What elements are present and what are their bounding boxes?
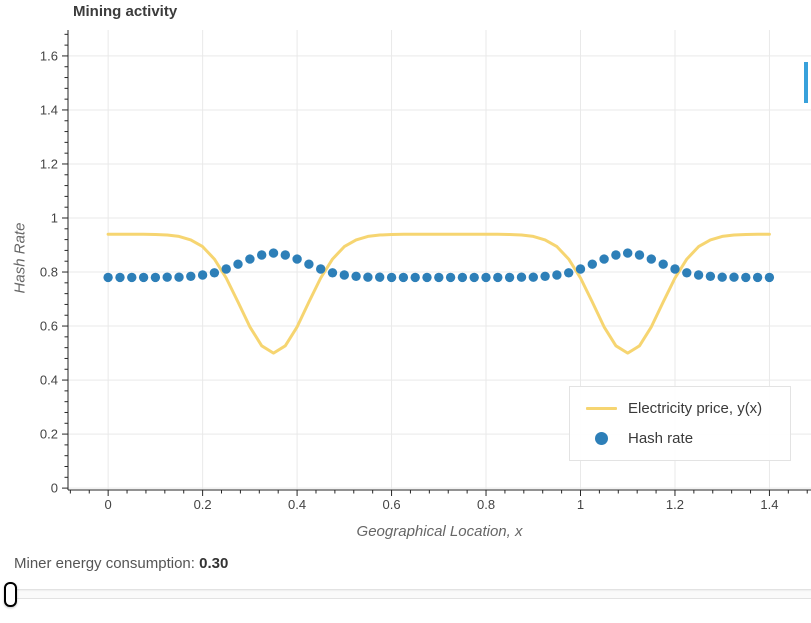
energy-consumption-slider-track[interactable] xyxy=(8,589,811,599)
svg-text:0.8: 0.8 xyxy=(40,265,58,280)
svg-text:0.6: 0.6 xyxy=(383,497,401,512)
svg-text:0.2: 0.2 xyxy=(194,497,212,512)
svg-text:1: 1 xyxy=(51,210,58,225)
svg-text:0.8: 0.8 xyxy=(477,497,495,512)
legend: Electricity price, y(x) Hash rate xyxy=(569,386,791,461)
svg-text:1.6: 1.6 xyxy=(40,48,58,63)
line-swatch-icon xyxy=(586,407,617,410)
svg-text:1: 1 xyxy=(577,497,584,512)
legend-item-hash-rate: Hash rate xyxy=(585,426,790,452)
toolbar-active-indicator xyxy=(804,62,808,103)
svg-text:0.4: 0.4 xyxy=(288,497,306,512)
svg-text:0.6: 0.6 xyxy=(40,319,58,334)
svg-text:0: 0 xyxy=(51,481,58,496)
y-axis-label: Hash Rate xyxy=(11,222,29,294)
chart-title: Mining activity xyxy=(73,3,178,20)
legend-label: Electricity price, y(x) xyxy=(628,400,763,417)
line-swatch-wrap xyxy=(585,407,618,410)
figure: 0 0.2 0.4 0.6 0.8 1 1.2 1.4 0 0.2 0.4 0.6 0.8 1 1.2 1.4… xyxy=(0,0,811,550)
legend-label: Hash rate xyxy=(628,430,694,447)
svg-text:0.4: 0.4 xyxy=(40,373,58,388)
svg-text:1.4: 1.4 xyxy=(760,497,778,512)
slider-label: Miner energy consumption: xyxy=(14,555,195,572)
svg-text:0.2: 0.2 xyxy=(40,427,58,442)
circle-swatch-wrap xyxy=(585,432,618,445)
svg-text:1.2: 1.2 xyxy=(666,497,684,512)
plot-canvas[interactable]: 0 0.2 0.4 0.6 0.8 1 1.2 1.4 0 0.2 0.4 0.6 0.8 1 1.2 1.4… xyxy=(0,0,811,550)
slider-title: Miner energy consumption: 0.30 xyxy=(14,555,228,572)
svg-text:0: 0 xyxy=(105,497,112,512)
svg-text:1.2: 1.2 xyxy=(40,156,58,171)
circle-swatch-icon xyxy=(595,432,608,445)
slider-value: 0.30 xyxy=(199,555,229,572)
x-axis-label: Geographical Location, x xyxy=(356,523,523,540)
svg-text:1.4: 1.4 xyxy=(40,102,58,117)
energy-consumption-slider-handle[interactable] xyxy=(4,582,17,607)
legend-item-electricity-price: Electricity price, y(x) xyxy=(585,396,790,422)
